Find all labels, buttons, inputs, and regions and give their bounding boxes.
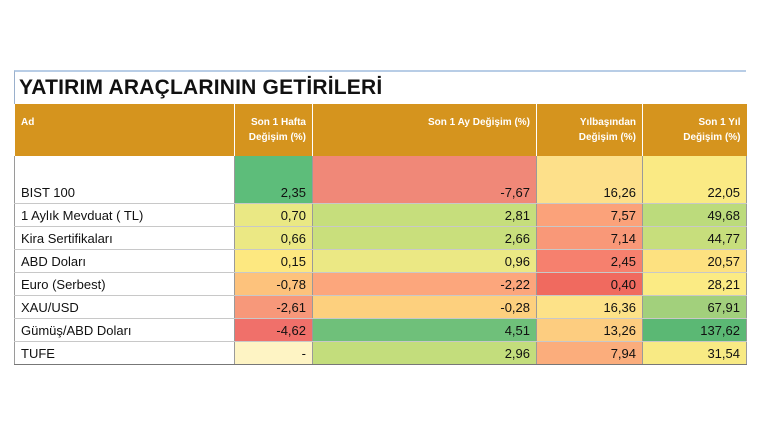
- value-cell: -2,22: [312, 272, 537, 296]
- returns-table: Ad Son 1 Hafta Değişim (%) Son 1 Ay Değiş…: [14, 104, 747, 365]
- header-row: Ad Son 1 Hafta Değişim (%) Son 1 Ay Değiş…: [14, 104, 747, 156]
- header-week: Son 1 Hafta Değişim (%): [234, 104, 313, 156]
- value-cell: 0,40: [536, 272, 643, 296]
- value-cell: 0,70: [234, 203, 313, 227]
- value-cell: 20,57: [642, 249, 747, 273]
- value-cell: -4,62: [234, 318, 313, 342]
- value-cell: 7,14: [536, 226, 643, 250]
- table-row: Euro (Serbest) -0,78 -2,22 0,40 28,21: [14, 272, 747, 296]
- value-cell: -0,78: [234, 272, 313, 296]
- row-name-cell: 1 Aylık Mevduat ( TL): [14, 203, 235, 227]
- table-row: TUFE -2,96 7,94 31,54: [14, 341, 747, 365]
- value-cell: 31,54: [642, 341, 747, 365]
- returns-table-sheet: YATIRIM ARAÇLARININ GETİRİLERİ Ad Son 1 …: [14, 70, 747, 365]
- row-name-cell: XAU/USD: [14, 295, 235, 319]
- value-cell: -7,67: [312, 156, 537, 204]
- value-cell: 67,91: [642, 295, 747, 319]
- value-cell: 2,45: [536, 249, 643, 273]
- value-cell: 7,94: [536, 341, 643, 365]
- table-title: YATIRIM ARAÇLARININ GETİRİLERİ: [14, 70, 746, 104]
- header-name: Ad: [14, 104, 235, 156]
- value-cell: -: [234, 341, 313, 365]
- table-row: Gümüş/ABD Doları -4,62 4,51 13,26 137,62: [14, 318, 747, 342]
- value-cell: 22,05: [642, 156, 747, 204]
- row-name-cell: Gümüş/ABD Doları: [14, 318, 235, 342]
- value-cell: -0,28: [312, 295, 537, 319]
- value-cell: 4,51: [312, 318, 537, 342]
- value-cell: 2,81: [312, 203, 537, 227]
- row-name-cell: Euro (Serbest): [14, 272, 235, 296]
- value-cell: 0,66: [234, 226, 313, 250]
- table-row: ABD Doları 0,15 0,96 2,45 20,57: [14, 249, 747, 273]
- table-row: 1 Aylık Mevduat ( TL) 0,70 2,81 7,57 49,68: [14, 203, 747, 227]
- row-name-cell: Kira Sertifikaları: [14, 226, 235, 250]
- value-cell: 28,21: [642, 272, 747, 296]
- value-cell: 13,26: [536, 318, 643, 342]
- header-year: Son 1 Yıl Değişim (%): [642, 104, 747, 156]
- value-cell: 16,26: [536, 156, 643, 204]
- value-cell: 0,96: [312, 249, 537, 273]
- value-cell: 0,15: [234, 249, 313, 273]
- value-cell: 2,35: [234, 156, 313, 204]
- value-cell: 2,96: [312, 341, 537, 365]
- value-cell: 49,68: [642, 203, 747, 227]
- row-name-cell: ABD Doları: [14, 249, 235, 273]
- table-row: XAU/USD -2,61 -0,28 16,36 67,91: [14, 295, 747, 319]
- row-name-cell: TUFE: [14, 341, 235, 365]
- value-cell: 2,66: [312, 226, 537, 250]
- header-month: Son 1 Ay Değişim (%): [312, 104, 537, 156]
- table-row: BIST 100 2,35 -7,67 16,26 22,05: [14, 156, 747, 204]
- table-row: Kira Sertifikaları 0,66 2,66 7,14 44,77: [14, 226, 747, 250]
- value-cell: -2,61: [234, 295, 313, 319]
- value-cell: 7,57: [536, 203, 643, 227]
- value-cell: 16,36: [536, 295, 643, 319]
- value-cell: 137,62: [642, 318, 747, 342]
- value-cell: 44,77: [642, 226, 747, 250]
- row-name-cell: BIST 100: [14, 156, 235, 204]
- header-ytd: Yılbaşından Değişim (%): [536, 104, 643, 156]
